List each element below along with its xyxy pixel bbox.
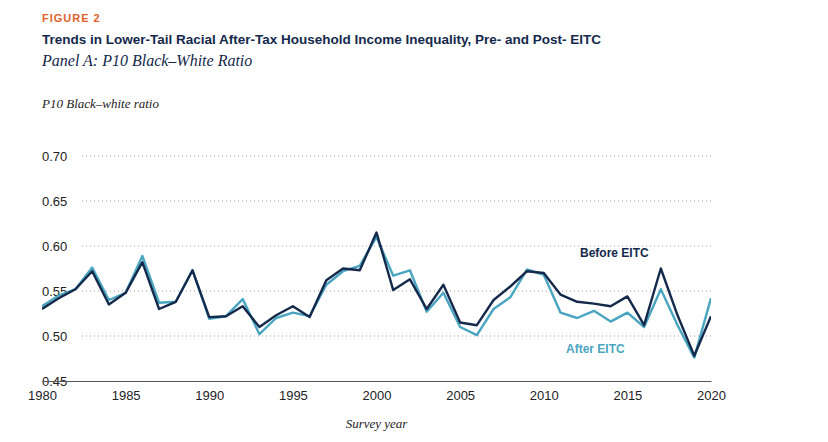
- x-axis-title: Survey year: [346, 416, 409, 431]
- x-tick-label: 2000: [363, 388, 392, 403]
- x-tick: 2015: [613, 381, 642, 403]
- x-tick: 1980: [28, 381, 57, 403]
- grid: [82, 156, 711, 336]
- y-tick: 0.65: [42, 194, 67, 209]
- x-tick: 2005: [446, 381, 475, 403]
- y-axis-title: P10 Black–white ratio: [41, 96, 159, 111]
- subtitle: Panel A: P10 Black–White Ratio: [41, 52, 252, 69]
- grid-line: [82, 291, 711, 292]
- chart: FIGURE 2 Trends in Lower-Tail Racial Afte…: [0, 0, 828, 442]
- x-tick-label: 1990: [195, 388, 224, 403]
- x-tick-label: 1995: [279, 388, 308, 403]
- x-tick: 2000: [363, 381, 392, 403]
- x-tick: 2010: [530, 381, 559, 403]
- series-label: After EITC: [566, 342, 625, 356]
- x-tick: 1990: [195, 381, 224, 403]
- x-tick: 1985: [112, 381, 141, 403]
- x-axis-line: [43, 381, 712, 382]
- figure-label: FIGURE 2: [42, 12, 101, 24]
- y-tick: 0.50: [42, 329, 67, 344]
- grid-line: [82, 156, 711, 157]
- y-tick-label: 0.60: [42, 239, 67, 254]
- title: Trends in Lower-Tail Racial After-Tax Ho…: [42, 32, 601, 47]
- y-axis: 0.450.500.550.600.650.70: [42, 149, 67, 389]
- series-line: [42, 237, 711, 358]
- y-axis-line: [42, 157, 43, 382]
- series-line: [42, 233, 711, 356]
- x-tick-label: 1980: [28, 388, 57, 403]
- lines: [42, 233, 711, 358]
- grid-line: [82, 336, 711, 337]
- x-tick-label: 2015: [613, 388, 642, 403]
- x-tick-label: 2010: [530, 388, 559, 403]
- x-axis: 1980 1985 1990 1995 2000 2005 2010 2015 2020: [28, 381, 726, 403]
- x-tick-label: 2020: [697, 388, 726, 403]
- y-tick: 0.70: [42, 149, 67, 164]
- y-tick-label: 0.70: [42, 149, 67, 164]
- y-tick-label: 0.50: [42, 329, 67, 344]
- x-tick-label: 2005: [446, 388, 475, 403]
- series-label: Before EITC: [580, 246, 649, 260]
- y-tick-label: 0.65: [42, 194, 67, 209]
- x-tick: 1995: [279, 381, 308, 403]
- grid-line: [82, 201, 711, 202]
- y-tick: 0.60: [42, 239, 67, 254]
- x-tick-label: 1985: [112, 388, 141, 403]
- x-tick: 2020: [697, 381, 726, 403]
